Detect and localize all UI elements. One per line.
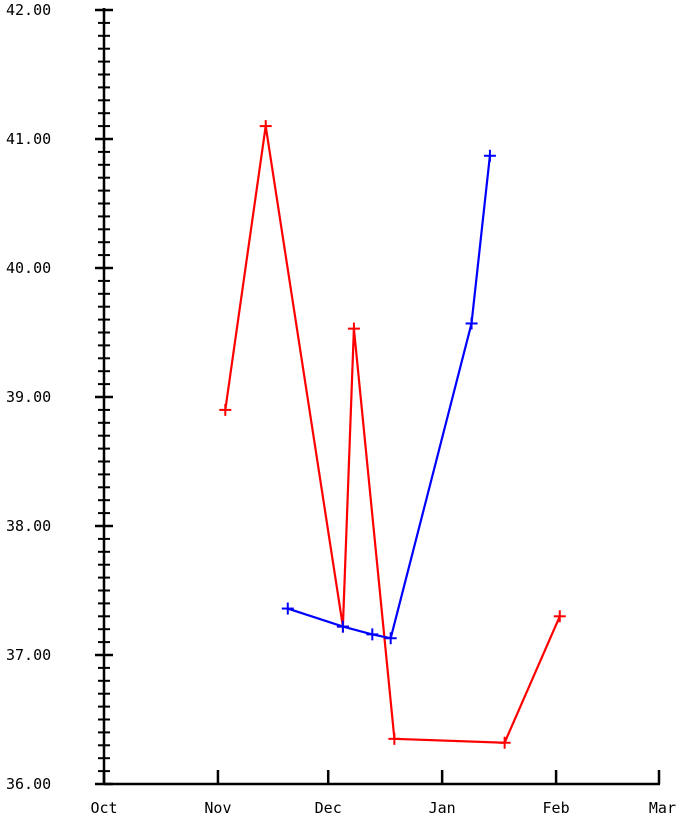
x-tick-label: Oct bbox=[90, 799, 117, 817]
data-point-marker bbox=[484, 150, 496, 162]
x-tick-label: Jan bbox=[429, 799, 456, 817]
series-2 bbox=[282, 150, 496, 644]
data-point-marker bbox=[466, 317, 478, 329]
series-line bbox=[225, 126, 560, 743]
x-axis: Oct Nov Dec Jan Feb Mar bbox=[90, 770, 676, 817]
series-1 bbox=[219, 120, 565, 749]
y-tick-label: 37.00 bbox=[6, 646, 51, 664]
y-axis: 36.00 37.00 38.00 39.00 40.00 41.00 42.00 bbox=[6, 1, 113, 793]
x-tick-label: Dec bbox=[315, 799, 342, 817]
data-point-marker bbox=[260, 120, 272, 132]
x-tick-label: Nov bbox=[204, 799, 231, 817]
series-line bbox=[288, 156, 490, 638]
data-point-marker bbox=[282, 603, 294, 615]
x-tick-label: Feb bbox=[543, 799, 570, 817]
data-point-marker bbox=[388, 733, 400, 745]
y-tick-label: 36.00 bbox=[6, 775, 51, 793]
data-point-marker bbox=[499, 737, 511, 749]
y-tick-label: 39.00 bbox=[6, 388, 51, 406]
y-tick-label: 41.00 bbox=[6, 130, 51, 148]
y-tick-label: 40.00 bbox=[6, 259, 51, 277]
data-point-marker bbox=[366, 628, 378, 640]
y-tick-label: 42.00 bbox=[6, 1, 51, 19]
data-point-marker bbox=[348, 323, 360, 335]
data-point-marker bbox=[337, 621, 349, 633]
data-point-marker bbox=[385, 632, 397, 644]
data-point-marker bbox=[219, 404, 231, 416]
data-point-marker bbox=[554, 610, 566, 622]
x-tick-label: Mar bbox=[649, 799, 676, 817]
series-layer bbox=[219, 120, 565, 749]
y-tick-label: 38.00 bbox=[6, 517, 51, 535]
